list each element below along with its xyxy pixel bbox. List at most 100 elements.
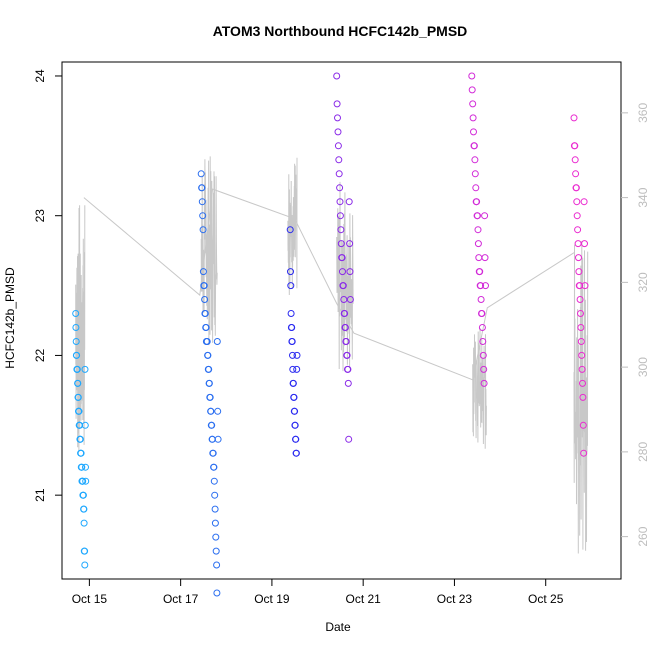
data-point: [287, 310, 295, 317]
data-point: [574, 226, 582, 234]
data-point: [344, 365, 352, 373]
x-tick-label: Oct 19: [254, 592, 290, 606]
data-point: [213, 338, 221, 345]
data-point: [339, 282, 347, 290]
data-point: [208, 421, 216, 429]
data-point: [211, 519, 219, 527]
data-point: [468, 72, 476, 80]
data-point: [339, 268, 346, 276]
y-tick-label: 21: [33, 488, 47, 502]
data-point: [213, 589, 221, 597]
data-point: [580, 449, 588, 457]
data-point: [337, 226, 345, 234]
data-point: [477, 282, 485, 290]
data-point: [82, 477, 90, 485]
data-point: [81, 421, 89, 429]
x-tick-label: Oct 25: [528, 592, 564, 606]
data-point: [290, 393, 298, 401]
data-point: [579, 393, 587, 401]
data-point: [470, 128, 477, 136]
data-point: [75, 407, 83, 415]
data-point: [79, 477, 87, 485]
data-point: [576, 296, 584, 303]
data-point: [289, 365, 297, 373]
data-point: [82, 463, 89, 471]
data-point: [199, 268, 207, 276]
data-point: [577, 310, 584, 317]
data-point: [474, 226, 482, 234]
secondary-y-tick-label: 320: [636, 272, 650, 292]
data-point: [76, 435, 84, 443]
y-tick-label: 22: [33, 348, 47, 362]
data-point: [209, 449, 217, 457]
data-point: [470, 142, 478, 150]
data-point: [336, 184, 344, 192]
data-point: [211, 491, 219, 499]
data-point: [572, 184, 580, 192]
data-point: [80, 519, 88, 527]
data-point: [469, 100, 477, 108]
data-point: [576, 282, 584, 290]
data-point: [580, 198, 588, 206]
data-point: [208, 435, 216, 443]
data-point: [289, 379, 297, 387]
data-point: [212, 547, 220, 555]
data-point: [73, 351, 81, 359]
data-point: [471, 156, 479, 164]
y-tick-label: 24: [33, 69, 47, 83]
data-point: [573, 198, 581, 206]
data-point: [579, 379, 586, 387]
data-point: [346, 268, 354, 276]
secondary-series-layer: [75, 156, 589, 554]
data-point: [80, 505, 88, 513]
data-point: [286, 226, 294, 234]
secondary-connector-line: [83, 188, 575, 381]
data-point: [346, 240, 354, 248]
data-point: [340, 296, 348, 303]
data-point: [574, 240, 582, 248]
data-point: [577, 324, 585, 331]
data-point: [572, 170, 580, 178]
data-point: [479, 338, 487, 345]
data-point: [335, 170, 343, 178]
data-point: [292, 449, 300, 457]
data-point: [74, 393, 82, 401]
data-point: [201, 310, 209, 317]
data-point: [482, 282, 489, 290]
chart-title: ATOM3 Northbound HCFC142b_PMSD: [213, 23, 468, 39]
data-point: [474, 212, 481, 220]
axes-layer: Oct 15 Oct 17 Oct 19 Oct 21 Oct 23 Oct 25 21 22…: [33, 69, 650, 606]
secondary-y-tick-label: 360: [636, 103, 650, 123]
data-point: [198, 198, 206, 206]
data-point: [74, 379, 82, 387]
data-point: [333, 72, 341, 80]
data-point: [469, 114, 477, 122]
data-point: [78, 463, 86, 471]
data-point: [479, 351, 487, 359]
data-point: [575, 254, 582, 262]
x-tick-label: Oct 17: [163, 592, 199, 606]
data-point: [571, 142, 579, 150]
data-point: [343, 351, 351, 359]
secondary-flight-trace-6: [573, 240, 589, 554]
data-point: [334, 128, 342, 136]
data-point: [205, 365, 213, 373]
data-point: [480, 365, 488, 373]
data-point: [571, 156, 579, 164]
data-point: [289, 351, 296, 359]
secondary-y-tick-label: 340: [636, 187, 650, 207]
x-axis-label: Date: [325, 620, 351, 634]
x-tick-label: Oct 15: [72, 592, 108, 606]
data-point: [345, 435, 353, 443]
data-point: [581, 282, 589, 290]
data-point: [577, 338, 585, 345]
y-tick-label: 23: [33, 209, 47, 223]
data-point: [291, 421, 299, 429]
data-point: [570, 114, 578, 122]
data-point: [198, 184, 206, 192]
data-point: [200, 282, 208, 290]
data-point: [81, 561, 89, 569]
data-point: [72, 338, 80, 345]
data-point: [477, 296, 485, 303]
